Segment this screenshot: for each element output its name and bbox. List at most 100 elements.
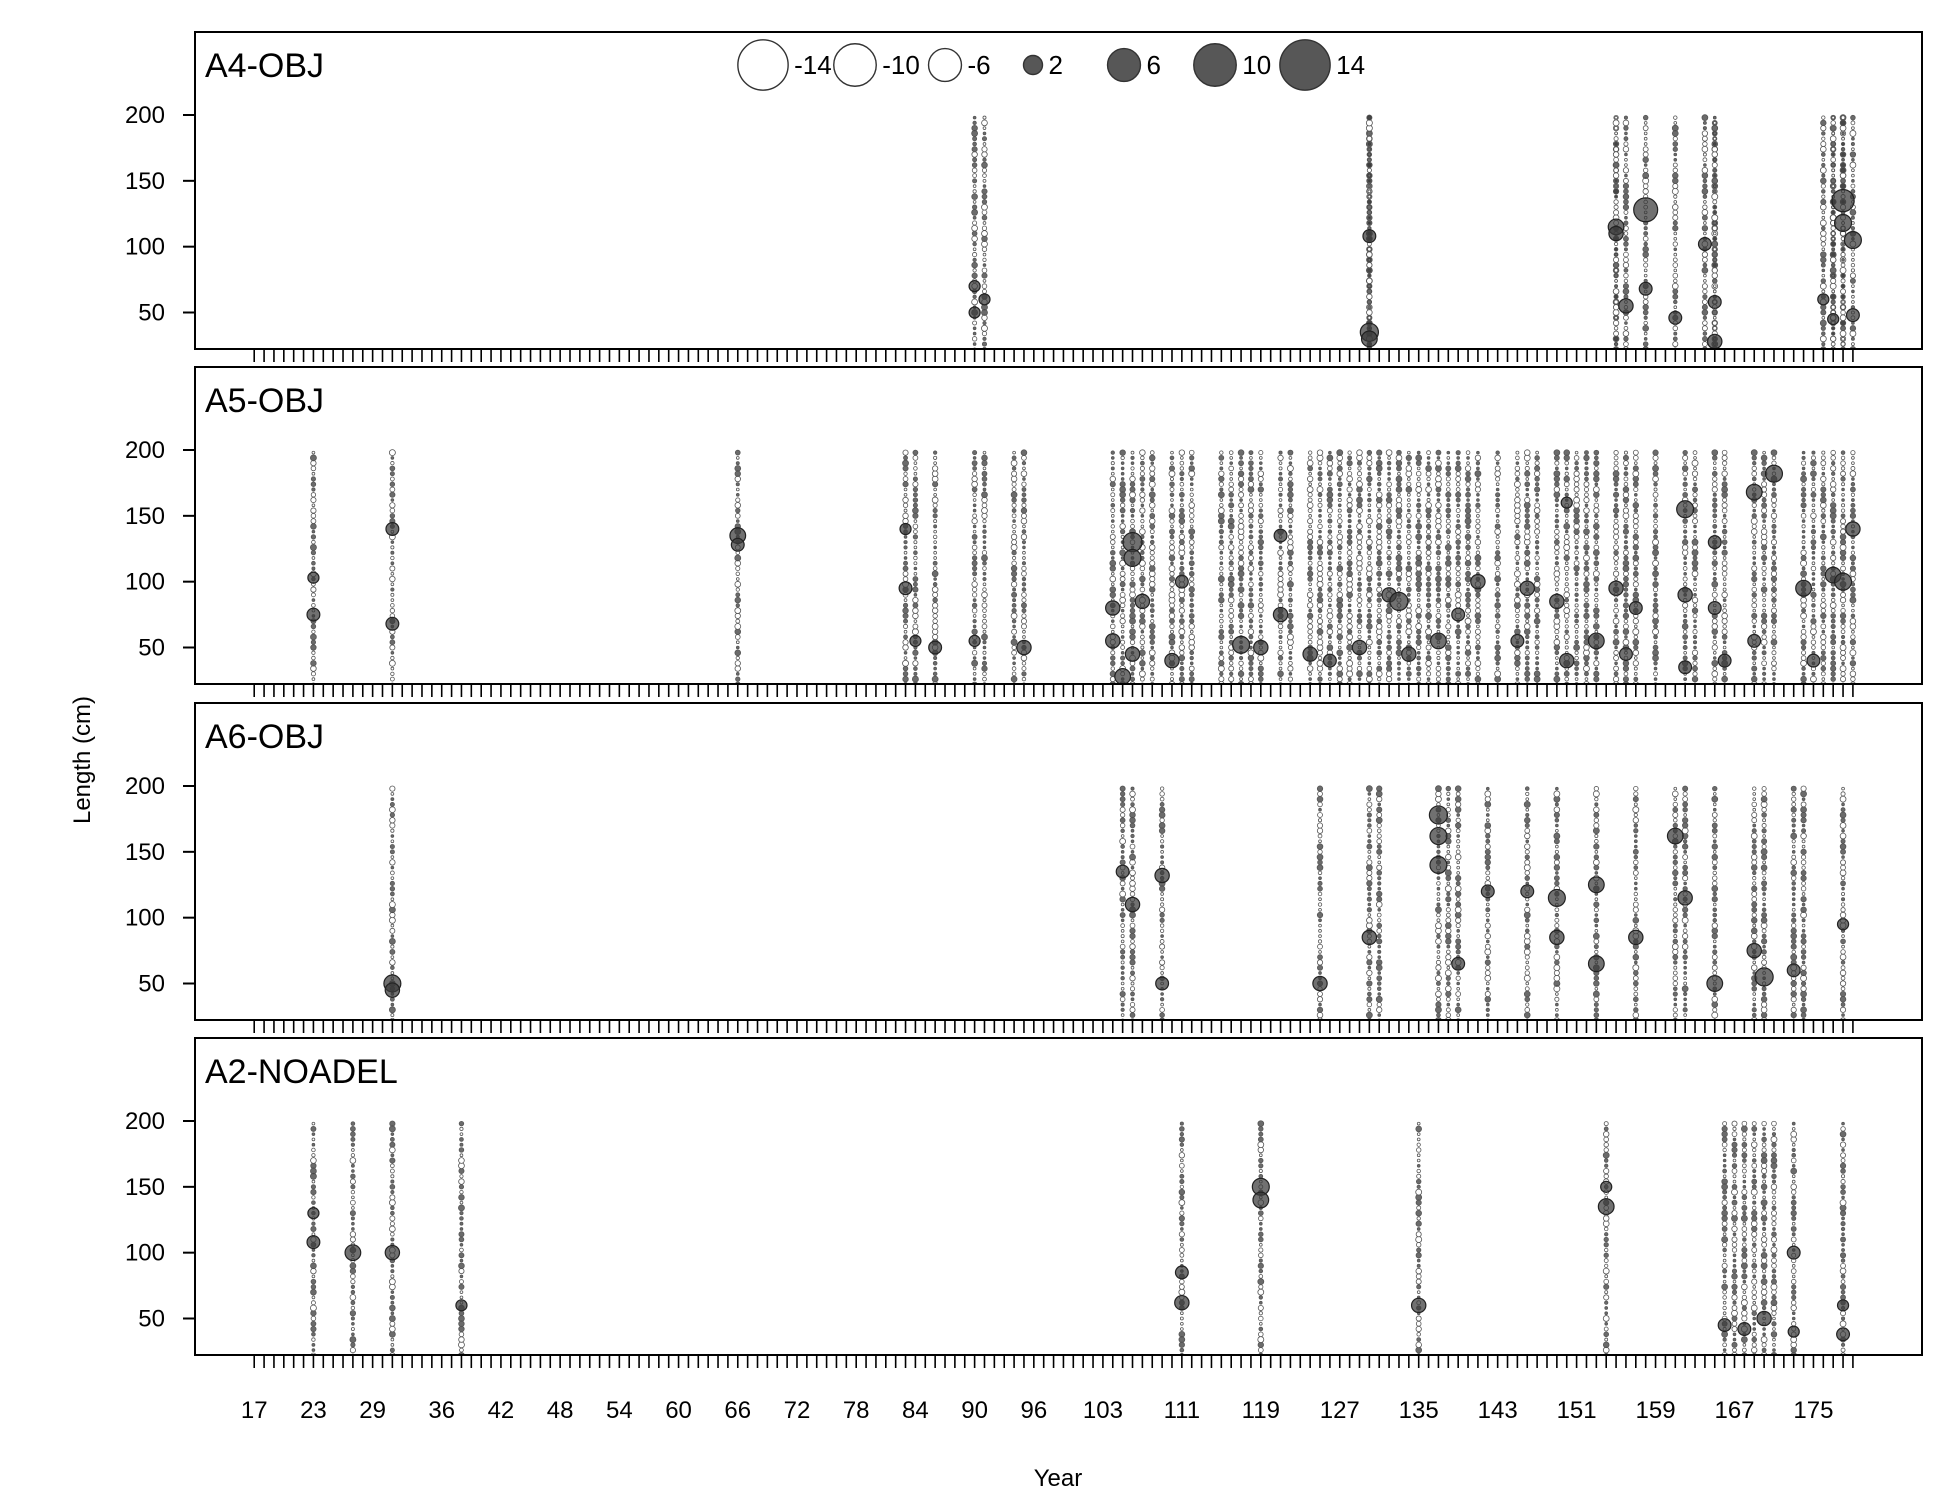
residual-bubble [1850,189,1856,194]
residual-bubble [1367,189,1372,194]
residual-bubble-large [1717,653,1732,668]
residual-bubble [389,901,396,908]
residual-bubble [1465,550,1471,555]
residual-bubble [1761,544,1768,551]
residual-bubble [1277,586,1284,593]
residual-bubble [903,508,908,513]
residual-bubble [1347,471,1353,477]
residual-bubble [1238,475,1245,483]
residual-bubble [1425,602,1432,608]
residual-bubble [1554,802,1559,807]
residual-bubble [1829,272,1837,279]
residual-bubble [1110,498,1115,502]
residual-bubble-large [909,634,922,648]
residual-bubble [1346,633,1353,641]
residual-bubble [1327,581,1333,587]
residual-bubble [1129,975,1136,982]
residual-bubble [1554,917,1560,923]
residual-bubble [1219,640,1224,645]
residual-bubble [1020,602,1027,609]
residual-bubble [1652,544,1659,551]
residual-bubble [1170,561,1174,566]
residual-bubble [1454,806,1462,813]
residual-bubble [390,1013,395,1018]
residual-bubble [982,320,987,326]
residual-bubble [1563,539,1570,546]
residual-bubble [1129,496,1136,504]
residual-bubble [1831,561,1836,566]
residual-bubble [912,649,919,656]
residual-bubble [1396,560,1402,566]
residual-bubble [1832,682,1835,683]
residual-bubble [1574,635,1579,639]
residual-bubble [1219,503,1224,508]
residual-bubble [1367,147,1372,152]
residual-bubble [1851,342,1855,346]
residual-bubble [1169,539,1175,545]
residual-bubble [1366,257,1373,263]
residual-bubble [389,644,396,651]
residual-bubble [1524,986,1530,992]
residual-bubble [1397,656,1401,660]
residual-bubble [1150,614,1155,618]
residual-bubble [1416,545,1421,550]
residual-bubble [1574,677,1579,681]
residual-bubble [1464,617,1472,625]
residual-bubble [1771,561,1777,566]
residual-bubble [1693,577,1697,581]
residual-bubble [1178,654,1186,662]
residual-bubble [1583,612,1590,620]
residual-bubble [1120,471,1125,476]
residual-bubble [1139,497,1146,503]
residual-bubble [1159,912,1165,918]
residual-bubble [1841,336,1845,341]
residual-bubble [1346,629,1353,635]
residual-bubble [1584,461,1589,465]
residual-bubble [1583,528,1590,535]
residual-bubble [1593,475,1600,483]
residual-bubble [1614,645,1618,650]
residual-bubble [1110,539,1116,545]
residual-bubble [1347,608,1352,613]
residual-bubble [1377,944,1382,949]
residual-bubble [390,603,395,608]
residual-bubble [1514,596,1521,604]
residual-bubble [1130,997,1135,1002]
residual-bubble [1407,461,1411,465]
residual-bubble [1592,990,1600,998]
residual-bubble [1761,634,1767,640]
residual-bubble [1228,587,1234,592]
residual-bubble [1426,587,1431,592]
residual-bubble [1259,556,1263,560]
residual-bubble [1593,1002,1599,1008]
residual-bubble [1258,560,1264,567]
residual-bubble [1692,544,1698,551]
residual-bubble [1219,587,1224,592]
residual-bubble [1820,671,1826,677]
residual-bubble [1563,613,1570,619]
residual-bubble-large [1845,521,1861,537]
residual-bubble [1178,607,1185,614]
residual-bubble [1109,565,1116,572]
residual-bubble [1821,592,1826,597]
residual-bubble [1839,612,1847,620]
residual-bubble [1347,519,1352,524]
residual-bubble [1119,523,1126,530]
residual-bubble [1405,607,1412,614]
residual-bubble [1219,461,1224,465]
residual-bubble [1366,455,1373,461]
residual-bubble [1712,121,1717,125]
residual-bubble [1219,613,1224,619]
residual-bubble [1613,125,1619,131]
residual-bubble [1593,660,1600,667]
residual-bubble [1120,907,1125,912]
residual-bubble [1139,613,1146,619]
residual-bubble [1318,807,1322,812]
residual-bubble [981,151,988,158]
residual-bubble [1851,168,1855,173]
residual-bubble [1366,665,1373,672]
residual-bubble [1692,513,1698,519]
residual-bubble [1307,639,1313,645]
residual-bubble [1436,545,1441,550]
panel-frame [194,366,1923,685]
